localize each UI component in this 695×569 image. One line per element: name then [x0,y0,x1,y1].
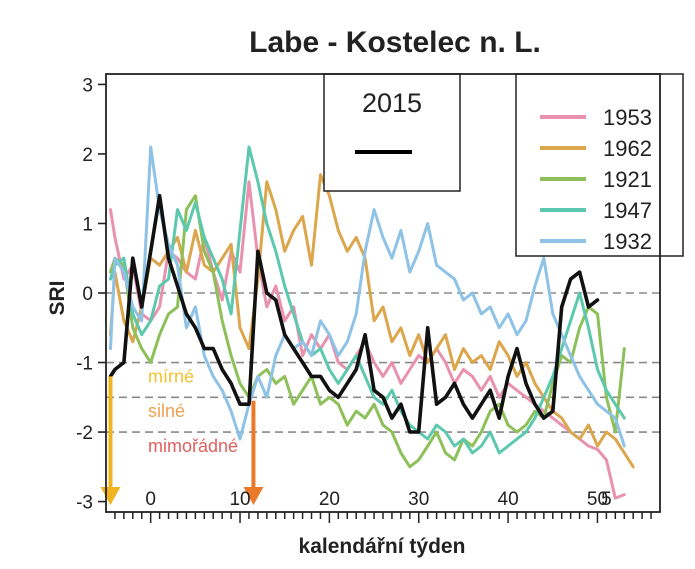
x-tick-label-4: 40 [498,489,519,510]
arrow-head-1 [243,487,264,506]
y-tick-label-5: 2 [82,145,93,166]
y-tick-label-4: 1 [82,214,93,235]
x-axis-title: kalendářní týden [299,535,466,558]
arrows-layer [100,376,264,506]
x-extra-label: 5 [601,489,612,510]
legend-label-1932: 1932 [603,229,652,254]
y-tick-label-2: -1 [76,354,93,375]
x-tick-label-1: 10 [229,489,250,510]
y-tick-label-3: 0 [82,284,93,305]
inset-legend-2015: 2015 [323,73,461,192]
legend-label-1962: 1962 [603,136,652,161]
inset-box [323,73,461,192]
series-line-2015 [108,193,600,434]
series-layer [108,145,635,500]
legend: 1953 1962 1921 1947 1932 [515,73,684,257]
y-axis-title: SRI [46,280,69,315]
legend-box [515,73,684,257]
category-label-1: silné [148,401,185,421]
category-label-2: mimořádné [148,436,238,456]
y-tick-label-6: 3 [82,75,93,96]
series-line-1962 [109,173,635,469]
legend-label-1947: 1947 [603,198,652,223]
series-line-1932 [109,145,626,448]
x-tick-label-0: 0 [145,489,156,510]
category-label-0: mírné [148,366,194,386]
inset-label: 2015 [362,88,422,118]
legend-label-1953: 1953 [603,105,652,130]
x-tick-label-2: 20 [319,489,340,510]
y-tick-label-1: -2 [76,423,93,444]
legend-label-1921: 1921 [603,167,652,192]
x-tick-label-3: 30 [408,489,429,510]
category-labels: mírné silné mimořádné [148,366,238,456]
x-tick-label-5: 50 [587,489,608,510]
chart-title: Labe - Kostelec n. L. [249,26,541,59]
threshold-lines [106,292,660,433]
y-tick-label-0: -3 [76,493,93,514]
